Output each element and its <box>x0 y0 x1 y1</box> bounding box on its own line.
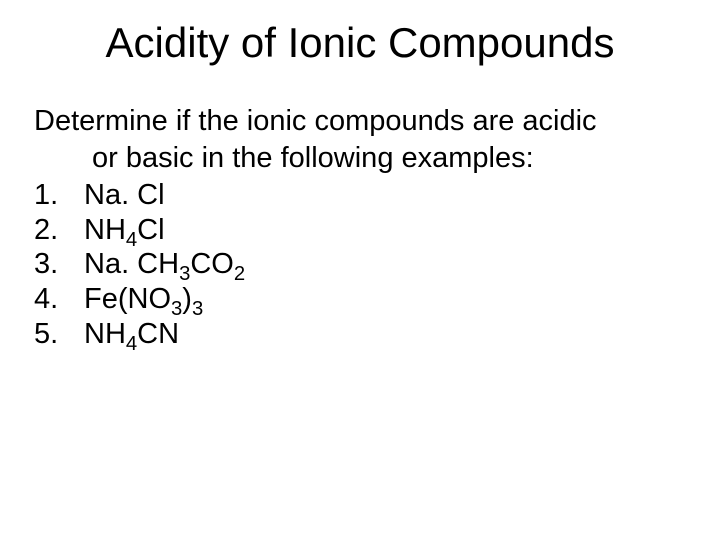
slide-title: Acidity of Ionic Compounds <box>34 20 686 66</box>
list-item: 3.Na. CH3CO2 <box>34 247 686 282</box>
intro-line-2: or basic in the following examples: <box>92 141 686 176</box>
list-number: 2. <box>34 213 84 248</box>
list-number: 3. <box>34 247 84 282</box>
list-text: NH4CN <box>84 318 179 350</box>
list-number: 5. <box>34 317 84 352</box>
list-text: Fe(NO3)3 <box>84 283 203 315</box>
list-text: Na. CH3CO2 <box>84 248 245 280</box>
list-text: NH4Cl <box>84 214 165 246</box>
list-number: 4. <box>34 282 84 317</box>
list-text: Na. Cl <box>84 179 165 211</box>
list-item: 5.NH4CN <box>34 317 686 352</box>
intro-line-1: Determine if the ionic compounds are aci… <box>34 104 686 139</box>
list-item: 1.Na. Cl <box>34 178 686 213</box>
list-item: 4.Fe(NO3)3 <box>34 282 686 317</box>
compound-list: 1.Na. Cl 2.NH4Cl 3.Na. CH3CO2 4.Fe(NO3)3… <box>34 178 686 352</box>
slide-body: Determine if the ionic compounds are aci… <box>34 104 686 352</box>
list-number: 1. <box>34 178 84 213</box>
slide: Acidity of Ionic Compounds Determine if … <box>0 0 720 540</box>
list-item: 2.NH4Cl <box>34 213 686 248</box>
